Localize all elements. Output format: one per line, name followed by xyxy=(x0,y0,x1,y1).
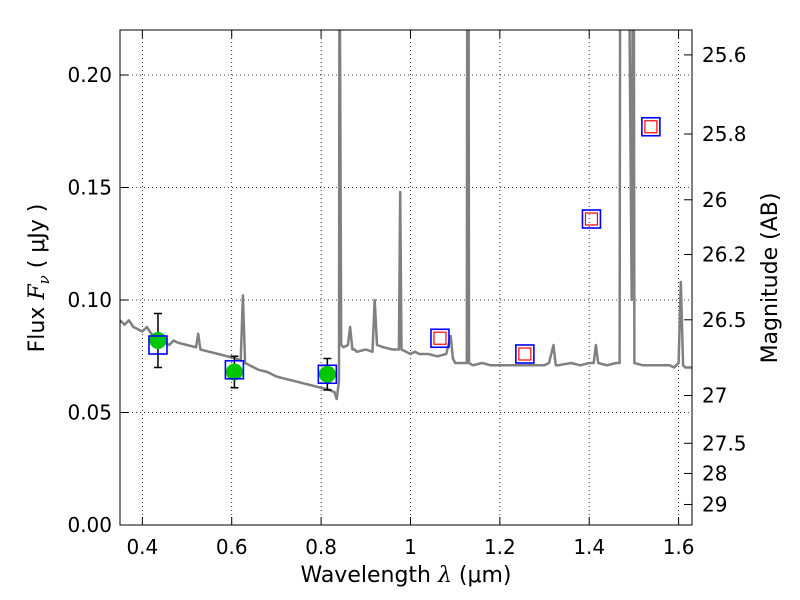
spectrum-line xyxy=(120,30,692,401)
mag-tick-label: 27 xyxy=(702,384,727,408)
observed-point xyxy=(318,365,336,383)
x-tick-label: 0.6 xyxy=(216,535,248,559)
y-tick-label: 0.20 xyxy=(67,63,112,87)
y-tick-label: 0.00 xyxy=(67,513,112,537)
synthetic-square xyxy=(584,212,599,226)
x-tick-label: 1 xyxy=(404,535,417,559)
mag-tick-label: 25.8 xyxy=(702,122,747,146)
model-square xyxy=(641,116,661,137)
model-square xyxy=(581,209,602,229)
tick-layer: 0.4 0.6 0.8 1 1.2 1.4 1.6 0.00 0.05 0.10 0.15 0.20 2… xyxy=(67,30,747,559)
synthetic-square xyxy=(518,347,532,361)
y-tick-label: 0.15 xyxy=(67,176,112,200)
plot-frame xyxy=(119,29,693,526)
synthetic-square xyxy=(644,120,658,134)
x-tick-label: 0.4 xyxy=(126,535,158,559)
model-square xyxy=(317,364,338,385)
model-square xyxy=(148,335,168,355)
observed-point xyxy=(149,332,167,349)
data-layer xyxy=(120,30,692,401)
model-square xyxy=(224,359,245,380)
mag-tick-label: 29 xyxy=(702,492,727,516)
y-tick-label: 0.05 xyxy=(67,401,112,425)
y-axis-title: Flux Fν ( μJy ) xyxy=(25,204,53,353)
mag-tick-label: 26 xyxy=(702,188,727,212)
x-tick-label: 1.2 xyxy=(484,535,516,559)
mag-tick-label: 26.5 xyxy=(702,308,747,332)
synthetic-square xyxy=(433,331,447,345)
model-square xyxy=(430,328,450,349)
x-axis-title: Wavelength λ (μm) xyxy=(300,563,511,588)
mag-tick-label: 25.6 xyxy=(702,43,747,67)
mag-tick-label: 27.5 xyxy=(702,431,747,455)
x-tick-label: 0.8 xyxy=(305,535,337,559)
y-tick-label: 0.10 xyxy=(67,288,112,312)
model-square xyxy=(515,344,535,364)
x-tick-label: 1.4 xyxy=(573,535,605,559)
mag-tick-label: 28 xyxy=(702,461,727,485)
x-tick-label: 1.6 xyxy=(663,535,695,559)
observed-point xyxy=(225,363,243,381)
y2-axis-title: Magnitude (AB) xyxy=(758,193,783,364)
mag-tick-label: 26.2 xyxy=(702,242,747,266)
